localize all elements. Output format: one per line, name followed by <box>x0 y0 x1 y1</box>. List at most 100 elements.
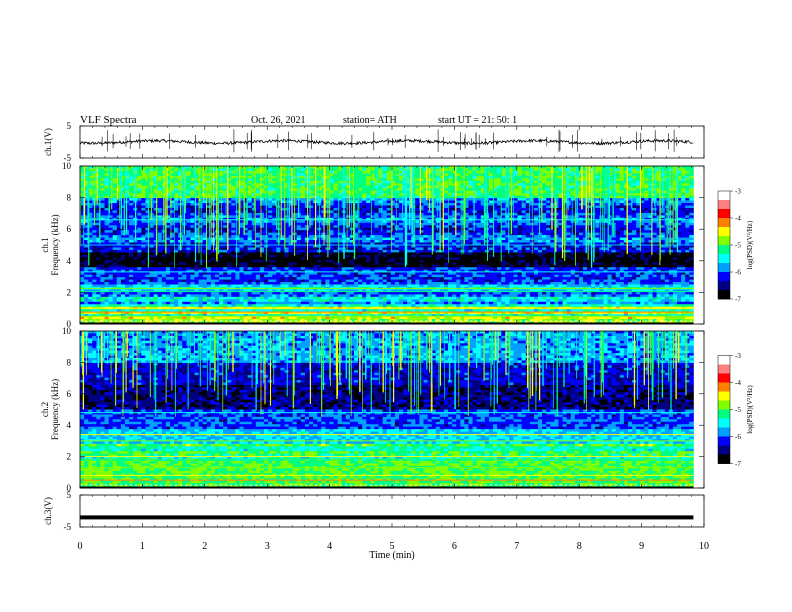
spectrogram-cell <box>153 178 159 182</box>
spectrogram-cell <box>80 220 85 224</box>
spectrogram-cell <box>284 198 289 201</box>
spectrogram-cell <box>120 183 126 187</box>
spectrogram-cell <box>186 207 191 211</box>
spectrogram-cell <box>419 207 424 211</box>
spectrogram-cell <box>202 195 208 199</box>
spectrogram-cell <box>468 198 473 201</box>
spectrogram-cell <box>227 168 232 172</box>
spectrogram-cell <box>120 175 126 179</box>
spectrogram-cell <box>566 173 572 177</box>
spectrogram-cell <box>239 190 244 194</box>
spectrogram-cell <box>374 230 379 234</box>
spectrogram-cell <box>488 205 494 209</box>
spectrogram-cell <box>157 237 163 241</box>
spectrogram-cell <box>619 205 625 209</box>
spectrogram-cell <box>648 207 653 211</box>
spectrogram-cell <box>378 188 384 192</box>
spectrogram-cell <box>288 168 294 172</box>
spectrogram-cell <box>570 235 576 238</box>
spectrogram-cell <box>153 222 159 226</box>
spectrogram-cell <box>100 168 105 172</box>
spectrogram-cell <box>398 183 404 187</box>
spectrogram-cell <box>129 203 134 206</box>
spectrogram-cell <box>677 240 682 243</box>
spectrogram-cell <box>202 188 208 192</box>
spectrogram-cell <box>141 175 146 179</box>
spectrogram-cell <box>112 166 118 169</box>
spectrogram-cell <box>497 225 502 229</box>
spectrogram-cell <box>648 240 653 243</box>
spectrogram-cell <box>415 190 420 194</box>
spectrogram-cell <box>689 220 694 224</box>
spectrogram-cell <box>599 190 604 194</box>
spectrogram-cell <box>353 232 359 236</box>
spectrogram-cell <box>525 183 531 187</box>
spectrogram-cell <box>464 242 469 246</box>
spectrogram-cell <box>517 240 523 243</box>
spectrogram-cell <box>505 235 510 238</box>
spectrogram-cell <box>272 198 277 201</box>
spectrogram-cell <box>627 225 633 229</box>
spectrogram-cell <box>120 185 126 189</box>
spectrogram-cell <box>84 170 89 174</box>
spectrogram-cell <box>431 205 437 209</box>
spectrogram-cell <box>546 203 551 206</box>
spectrogram-cell <box>288 240 294 243</box>
spectrogram-cell <box>566 175 572 179</box>
spectrogram-cell <box>116 190 122 194</box>
spectrogram-cell <box>538 207 543 211</box>
spectrogram-cell <box>358 225 363 229</box>
spectrogram-cell <box>533 220 539 224</box>
spectrogram-cell <box>587 222 592 226</box>
spectrogram-cell <box>517 203 523 206</box>
spectrogram-cell <box>116 195 122 199</box>
spectrogram-cell <box>570 242 576 246</box>
spectrogram-cell <box>227 190 232 194</box>
spectrogram-cell <box>656 198 662 201</box>
spectrogram-cell <box>333 222 339 226</box>
spectrogram-cell <box>431 212 437 216</box>
spectrogram-cell <box>390 220 396 224</box>
spectrogram-cell <box>129 180 134 184</box>
spectrogram-cell <box>431 183 437 187</box>
spectrogram-cell <box>353 183 359 187</box>
spectrogram-cell <box>247 195 253 199</box>
spectrogram-cell <box>362 212 367 216</box>
spectrogram-cell <box>542 190 547 194</box>
spectrogram-cell <box>165 210 171 214</box>
spectrogram-cell <box>546 185 551 189</box>
spectrogram-cell <box>141 185 146 189</box>
spectrogram-cell <box>288 180 294 184</box>
spectrogram-cell <box>247 215 253 219</box>
spectrogram-cell <box>202 185 208 189</box>
spectrogram-cell <box>570 173 576 177</box>
spectrogram-cell <box>660 222 666 226</box>
spectrogram-cell <box>210 168 216 172</box>
spectrogram-cell <box>681 227 686 231</box>
spectrogram-cell <box>284 240 289 243</box>
spectrogram-cell <box>210 225 216 229</box>
spectrogram-cell <box>493 210 498 214</box>
spectrogram-cell <box>272 207 277 211</box>
spectrogram-cell <box>366 205 371 209</box>
spectrogram-cell <box>672 215 678 219</box>
spectrogram-cell <box>88 178 93 182</box>
spectrogram-cell <box>582 166 588 169</box>
spectrogram-cell <box>280 198 285 201</box>
spectrogram-cell <box>517 183 523 187</box>
spectrogram-cell <box>345 232 351 236</box>
spectrogram-cell <box>472 178 478 182</box>
spectrogram-cell <box>321 168 326 172</box>
spectrogram-cell <box>112 200 118 204</box>
spectrogram-cell <box>366 168 371 172</box>
spectrogram-cell <box>480 168 486 172</box>
spectrogram-cell <box>80 170 85 174</box>
spectrogram-cell <box>190 205 195 209</box>
spectrogram-cell <box>349 188 355 192</box>
spectrogram-cell <box>272 175 277 179</box>
spectrogram-cell <box>554 205 559 209</box>
spectrogram-cell <box>337 188 343 192</box>
spectrogram-cell <box>542 240 547 243</box>
spectrogram-cell <box>129 232 134 236</box>
spectrogram-cell <box>120 245 126 248</box>
